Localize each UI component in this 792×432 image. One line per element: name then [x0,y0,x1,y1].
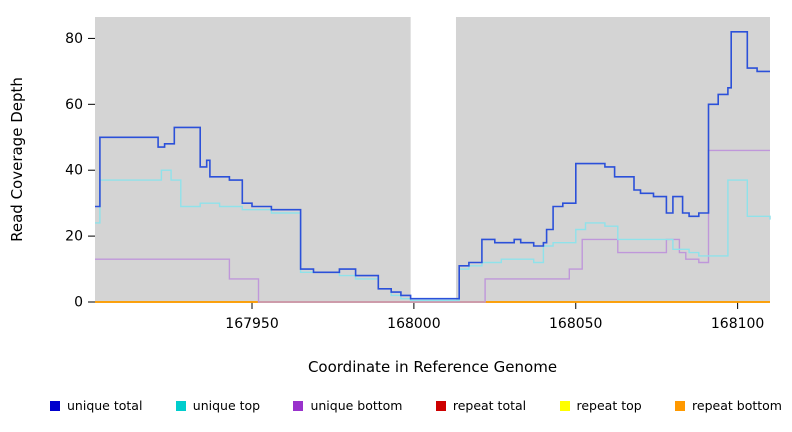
series-unique-total [95,31,770,300]
legend-item-unique-total: unique total [50,398,142,413]
legend-swatch-unique-total [50,400,60,411]
legend: unique total unique top unique bottom repea… [0,398,792,413]
y-axis-label: Read Coverage Depth [8,77,26,242]
legend-label: repeat bottom [692,398,782,413]
legend-label: repeat top [576,398,642,413]
legend-item-repeat-bottom: repeat bottom [675,398,782,413]
legend-label: repeat total [452,398,527,413]
x-axis-label: Coordinate in Reference Genome [308,358,557,376]
plot-canvas: 0 20 40 60 80 167950 168000 168050 168100 Coordin… [8,15,771,376]
legend-item-unique-bottom: unique bottom [293,398,403,413]
legend-swatch-unique-bottom [293,400,304,411]
legend-swatch-repeat-total [435,400,446,411]
legend-label: unique bottom [310,398,403,413]
y-tick-label: 0 [74,295,83,311]
x-tick-label: 168050 [549,316,602,332]
legend-item-repeat-top: repeat top [559,398,642,413]
x-tick-label: 167950 [225,316,278,332]
legend-item-repeat-total: repeat total [435,398,527,413]
x-tick-label: 168000 [387,316,440,332]
legend-swatch-repeat-bottom [675,400,686,411]
legend-label: unique top [192,398,261,413]
legend-swatch-repeat-top [559,400,570,411]
y-tick-label: 80 [65,31,83,47]
legend-label: unique total [67,398,143,413]
y-tick-label: 60 [65,97,83,113]
series-unique-bottom [95,149,770,303]
y-tick-label: 20 [65,229,83,245]
y-tick-label: 40 [65,163,83,179]
x-tick-label: 168100 [711,316,764,332]
legend-swatch-unique-top [175,400,186,411]
legend-item-unique-top: unique top [175,398,261,413]
masked-region [410,15,456,302]
